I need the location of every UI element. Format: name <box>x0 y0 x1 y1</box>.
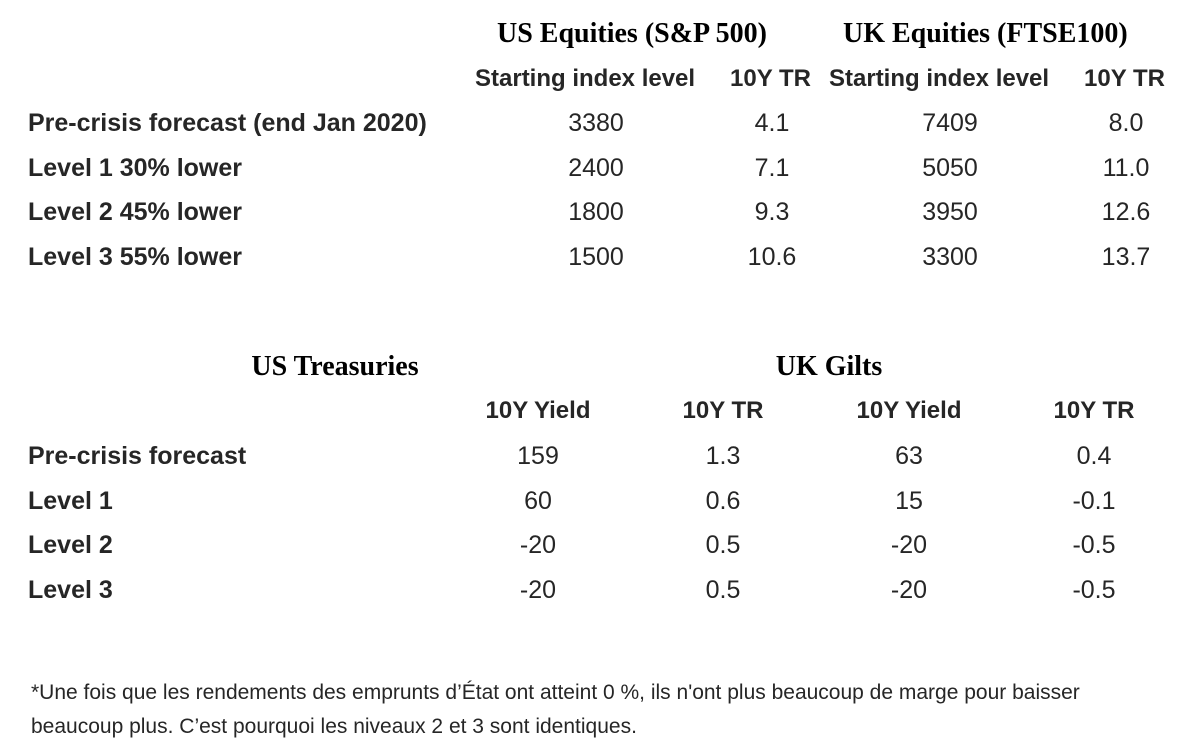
bonds-cell: 1.3 <box>705 442 741 470</box>
equities-cell: 5050 <box>922 154 978 182</box>
bonds-cell: -0.5 <box>1072 576 1116 604</box>
bonds-cell: -20 <box>890 576 928 604</box>
col-header-us-10y-yield: 10Y Yield <box>485 397 591 424</box>
footnote: *Une fois que les rendements des emprunt… <box>31 681 1080 738</box>
equities-cell: 13.7 <box>1101 243 1151 271</box>
col-header-uk-starting-level: Starting index level <box>829 65 1050 92</box>
bonds-cell: 0.6 <box>705 487 741 515</box>
bonds-cell: 63 <box>895 442 923 470</box>
bonds-row-label: Level 1 <box>28 487 113 515</box>
equities-row-label: Pre-crisis forecast (end Jan 2020) <box>28 109 427 137</box>
col-header-uk-10y-tr: 10Y TR <box>1084 65 1165 92</box>
equities-cell: 4.1 <box>754 109 790 137</box>
equities-row-label: Level 2 45% lower <box>28 198 243 226</box>
equities-cell: 12.6 <box>1101 198 1151 226</box>
bonds-cell: 60 <box>524 487 552 515</box>
bonds-cell: 159 <box>517 442 559 470</box>
bonds-row-label: Pre-crisis forecast <box>28 442 247 470</box>
equities-cell: 2400 <box>568 154 624 182</box>
col-header-uk-10y-yield: 10Y Yield <box>856 397 962 424</box>
equities-cell: 3300 <box>922 243 978 271</box>
equities-cell: 1800 <box>568 198 624 226</box>
bonds-cell: 0.4 <box>1076 442 1112 470</box>
equities-cell: 3380 <box>568 109 624 137</box>
group-header-uk-gilts: UK Gilts <box>775 351 883 382</box>
bonds-cell: -0.1 <box>1072 487 1116 515</box>
bonds-cell: -20 <box>519 576 557 604</box>
group-header-us-treasuries: US Treasuries <box>251 351 419 382</box>
col-header-us-10y-tr: 10Y TR <box>682 397 764 424</box>
group-header-uk-equities: UK Equities (FTSE100) <box>843 18 1128 49</box>
bonds-cell: -20 <box>519 531 557 559</box>
col-header-us-10y-tr: 10Y TR <box>730 65 811 92</box>
bonds-cell: 15 <box>895 487 923 515</box>
equities-cell: 8.0 <box>1108 109 1144 137</box>
equities-row-label: Level 1 30% lower <box>28 154 243 182</box>
equities-row-label: Level 3 55% lower <box>28 243 243 271</box>
equities-cell: 9.3 <box>754 198 790 226</box>
bonds-cell: 0.5 <box>705 576 741 604</box>
equities-cell: 3950 <box>922 198 978 226</box>
group-header-us-equities: US Equities (S&P 500) <box>497 18 767 49</box>
equities-cell: 11.0 <box>1102 154 1150 182</box>
equities-cell: 7409 <box>922 109 978 137</box>
equities-cell: 10.6 <box>747 243 797 271</box>
col-header-uk-10y-tr: 10Y TR <box>1053 397 1135 424</box>
equities-cell: 1500 <box>568 243 624 271</box>
bonds-cell: 0.5 <box>705 531 741 559</box>
bonds-cell: -20 <box>890 531 928 559</box>
bonds-cell: -0.5 <box>1072 531 1116 559</box>
bonds-row-label: Level 3 <box>28 576 113 604</box>
col-header-us-starting-level: Starting index level <box>475 65 696 92</box>
bonds-row-label: Level 2 <box>28 531 113 559</box>
equities-cell: 7.1 <box>754 154 790 182</box>
